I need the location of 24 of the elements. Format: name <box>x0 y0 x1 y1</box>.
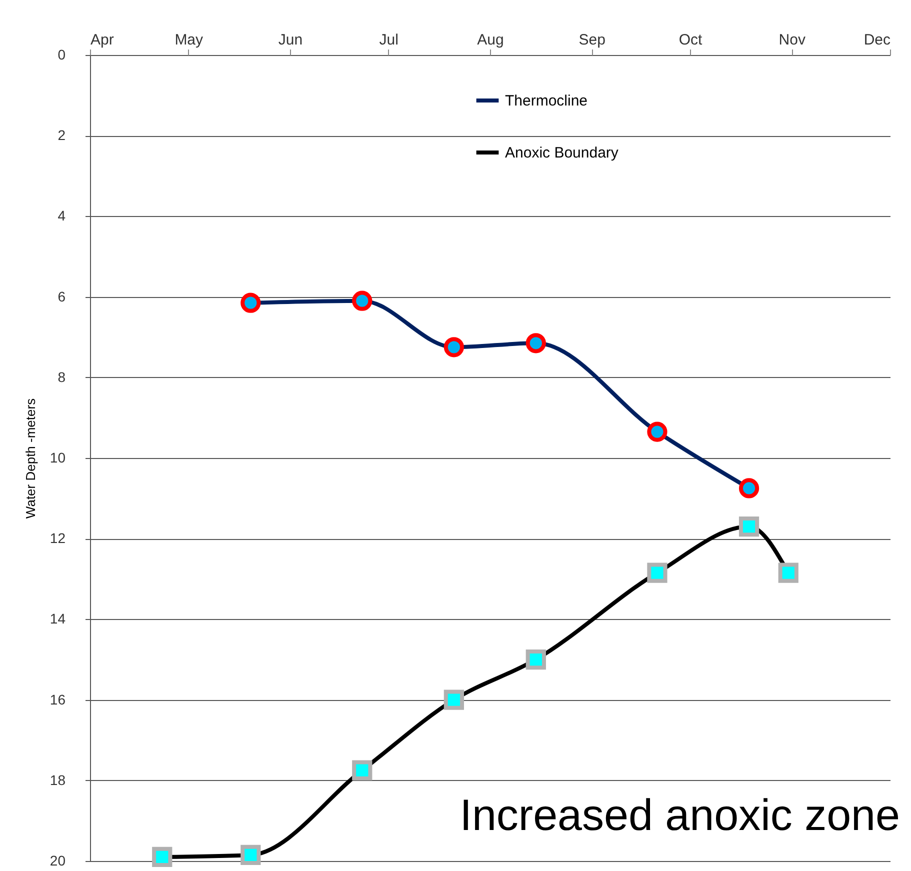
y-tick-label: 12 <box>50 530 66 546</box>
x-tick-label: Aug <box>477 32 504 48</box>
y-tick-label: 14 <box>50 610 66 627</box>
y-tick-label: 6 <box>58 288 66 304</box>
annotation: Increased anoxic zone <box>460 791 900 840</box>
legend-label: Anoxic Boundary <box>505 144 619 162</box>
x-tick-label: Apr <box>90 32 114 48</box>
y-tick-label: 0 <box>58 46 66 62</box>
x-tick-label: Dec <box>864 32 891 48</box>
x-tick-label: Nov <box>778 32 806 48</box>
x-tick-label: Jul <box>379 32 398 48</box>
x-tick-label: Jun <box>278 32 303 48</box>
y-tick-label: 20 <box>50 852 66 868</box>
x-tick-label: Oct <box>678 32 703 48</box>
y-axis-title: Water Depth -meters <box>22 398 38 519</box>
x-tick-label: Sep <box>578 32 606 48</box>
y-tick-label: 16 <box>50 691 66 708</box>
y-tick-label: 8 <box>58 368 66 385</box>
y-tick-label: 4 <box>58 208 66 224</box>
y-tick-label: 2 <box>58 127 66 144</box>
y-tick-label: 10 <box>50 450 66 466</box>
x-tick-label: May <box>174 32 204 48</box>
y-tick-label: 18 <box>50 772 66 788</box>
legend-label: Thermocline <box>505 92 588 110</box>
